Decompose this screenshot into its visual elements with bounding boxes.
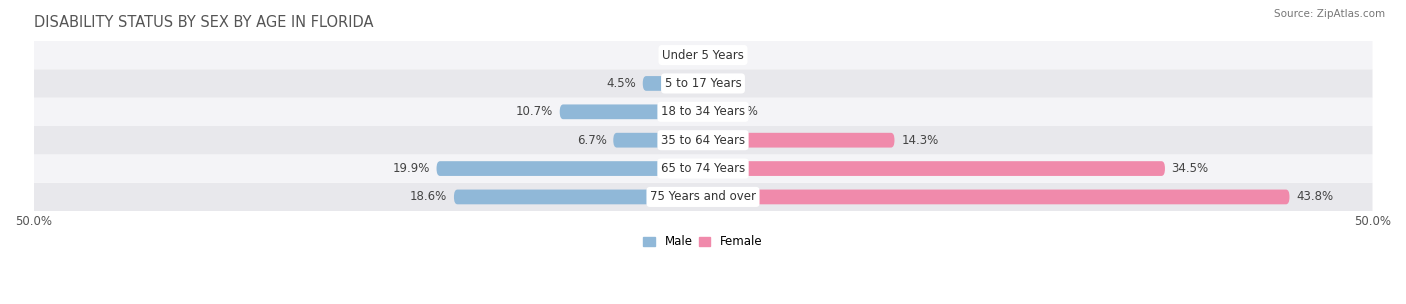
FancyBboxPatch shape — [436, 161, 703, 176]
FancyBboxPatch shape — [699, 48, 703, 62]
FancyBboxPatch shape — [703, 48, 707, 62]
FancyBboxPatch shape — [34, 69, 1372, 98]
Text: 0.0%: 0.0% — [666, 49, 696, 62]
Text: DISABILITY STATUS BY SEX BY AGE IN FLORIDA: DISABILITY STATUS BY SEX BY AGE IN FLORI… — [34, 15, 373, 30]
Text: 6.7%: 6.7% — [576, 134, 606, 147]
FancyBboxPatch shape — [34, 98, 1372, 126]
Text: 35 to 64 Years: 35 to 64 Years — [661, 134, 745, 147]
Text: 14.3%: 14.3% — [901, 134, 938, 147]
Text: 18 to 34 Years: 18 to 34 Years — [661, 105, 745, 118]
FancyBboxPatch shape — [613, 133, 703, 147]
Text: 18.6%: 18.6% — [411, 190, 447, 203]
FancyBboxPatch shape — [703, 190, 1289, 204]
Text: 0.0%: 0.0% — [710, 77, 740, 90]
FancyBboxPatch shape — [703, 133, 894, 147]
Text: 34.5%: 34.5% — [1171, 162, 1209, 175]
FancyBboxPatch shape — [34, 126, 1372, 154]
Text: 10.7%: 10.7% — [516, 105, 553, 118]
Text: 75 Years and over: 75 Years and over — [650, 190, 756, 203]
Text: 0.0%: 0.0% — [710, 49, 740, 62]
Text: 5 to 17 Years: 5 to 17 Years — [665, 77, 741, 90]
Text: 4.5%: 4.5% — [606, 77, 636, 90]
FancyBboxPatch shape — [703, 161, 1166, 176]
FancyBboxPatch shape — [560, 105, 703, 119]
FancyBboxPatch shape — [454, 190, 703, 204]
FancyBboxPatch shape — [643, 76, 703, 91]
FancyBboxPatch shape — [703, 76, 707, 91]
Text: 19.9%: 19.9% — [392, 162, 430, 175]
Text: Source: ZipAtlas.com: Source: ZipAtlas.com — [1274, 9, 1385, 19]
FancyBboxPatch shape — [34, 183, 1372, 211]
Text: 1.4%: 1.4% — [728, 105, 758, 118]
FancyBboxPatch shape — [703, 105, 721, 119]
Legend: Male, Female: Male, Female — [638, 230, 768, 253]
Text: Under 5 Years: Under 5 Years — [662, 49, 744, 62]
FancyBboxPatch shape — [34, 41, 1372, 69]
Text: 65 to 74 Years: 65 to 74 Years — [661, 162, 745, 175]
Text: 43.8%: 43.8% — [1296, 190, 1333, 203]
FancyBboxPatch shape — [34, 154, 1372, 183]
